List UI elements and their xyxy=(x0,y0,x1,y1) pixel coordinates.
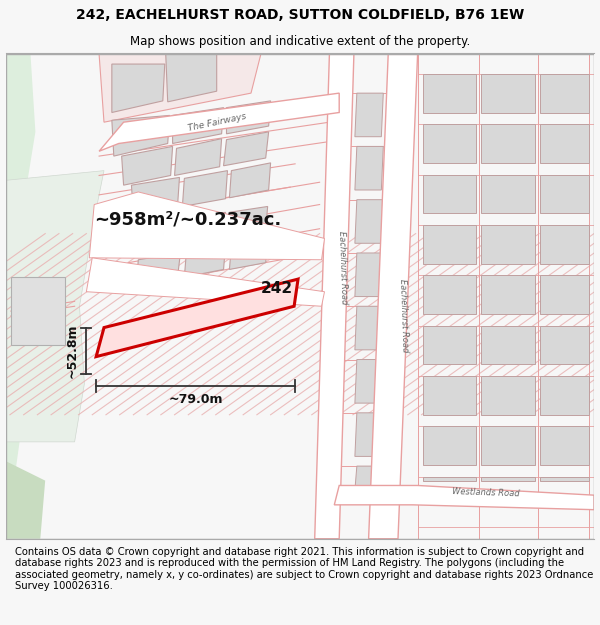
Polygon shape xyxy=(422,174,476,213)
Polygon shape xyxy=(86,258,325,306)
Polygon shape xyxy=(131,177,179,214)
Polygon shape xyxy=(112,116,170,156)
Polygon shape xyxy=(227,101,271,134)
Polygon shape xyxy=(422,225,476,264)
Polygon shape xyxy=(182,171,227,206)
Polygon shape xyxy=(122,146,173,185)
Text: ~79.0m: ~79.0m xyxy=(169,394,223,406)
Text: 242: 242 xyxy=(261,281,293,296)
Polygon shape xyxy=(184,245,226,278)
Polygon shape xyxy=(99,93,339,151)
Text: Eachelhurst Road: Eachelhurst Road xyxy=(398,279,410,353)
Polygon shape xyxy=(227,206,268,236)
Polygon shape xyxy=(481,74,535,112)
Polygon shape xyxy=(96,279,298,357)
Text: The Fairways: The Fairways xyxy=(187,112,247,132)
Polygon shape xyxy=(481,124,535,163)
Polygon shape xyxy=(175,139,221,176)
Polygon shape xyxy=(6,461,45,539)
Polygon shape xyxy=(99,54,261,122)
Polygon shape xyxy=(6,54,35,180)
Polygon shape xyxy=(422,124,476,163)
Polygon shape xyxy=(540,326,589,364)
Polygon shape xyxy=(540,275,589,314)
Polygon shape xyxy=(89,192,325,260)
Polygon shape xyxy=(540,426,589,465)
Polygon shape xyxy=(422,376,476,415)
Polygon shape xyxy=(355,253,383,296)
Polygon shape xyxy=(422,326,476,364)
Polygon shape xyxy=(136,253,181,285)
Polygon shape xyxy=(182,213,226,243)
Polygon shape xyxy=(224,132,269,166)
Polygon shape xyxy=(481,275,535,314)
Polygon shape xyxy=(368,54,418,539)
Polygon shape xyxy=(6,171,104,442)
Polygon shape xyxy=(540,74,589,112)
Polygon shape xyxy=(422,275,476,314)
Polygon shape xyxy=(540,477,589,481)
Polygon shape xyxy=(229,163,271,198)
Polygon shape xyxy=(334,486,594,510)
Text: Contains OS data © Crown copyright and database right 2021. This information is : Contains OS data © Crown copyright and d… xyxy=(15,546,593,591)
Text: Westlands Road: Westlands Road xyxy=(452,487,520,498)
Polygon shape xyxy=(355,146,383,190)
Text: Map shows position and indicative extent of the property.: Map shows position and indicative extent… xyxy=(130,35,470,48)
Polygon shape xyxy=(422,426,476,465)
Polygon shape xyxy=(481,174,535,213)
Polygon shape xyxy=(481,426,535,465)
Polygon shape xyxy=(540,225,589,264)
Polygon shape xyxy=(481,477,535,481)
Polygon shape xyxy=(540,124,589,163)
Polygon shape xyxy=(229,238,268,269)
Text: Eachelhurst Road: Eachelhurst Road xyxy=(337,231,349,304)
Polygon shape xyxy=(6,180,28,539)
Polygon shape xyxy=(11,278,65,345)
Polygon shape xyxy=(355,359,383,403)
Polygon shape xyxy=(481,376,535,415)
Polygon shape xyxy=(481,326,535,364)
Text: ~52.8m: ~52.8m xyxy=(65,324,79,378)
Polygon shape xyxy=(133,219,179,253)
Text: 242, EACHELHURST ROAD, SUTTON COLDFIELD, B76 1EW: 242, EACHELHURST ROAD, SUTTON COLDFIELD,… xyxy=(76,8,524,22)
Polygon shape xyxy=(173,107,224,144)
Polygon shape xyxy=(112,64,165,112)
Polygon shape xyxy=(355,466,383,490)
Polygon shape xyxy=(355,93,383,137)
Text: ~958m²/~0.237ac.: ~958m²/~0.237ac. xyxy=(94,210,281,228)
Polygon shape xyxy=(355,306,383,350)
Polygon shape xyxy=(540,174,589,213)
Polygon shape xyxy=(422,477,476,481)
Polygon shape xyxy=(481,225,535,264)
Polygon shape xyxy=(355,200,383,243)
Polygon shape xyxy=(315,54,354,539)
Polygon shape xyxy=(540,376,589,415)
Polygon shape xyxy=(422,74,476,112)
Polygon shape xyxy=(166,54,217,102)
Polygon shape xyxy=(355,412,383,456)
